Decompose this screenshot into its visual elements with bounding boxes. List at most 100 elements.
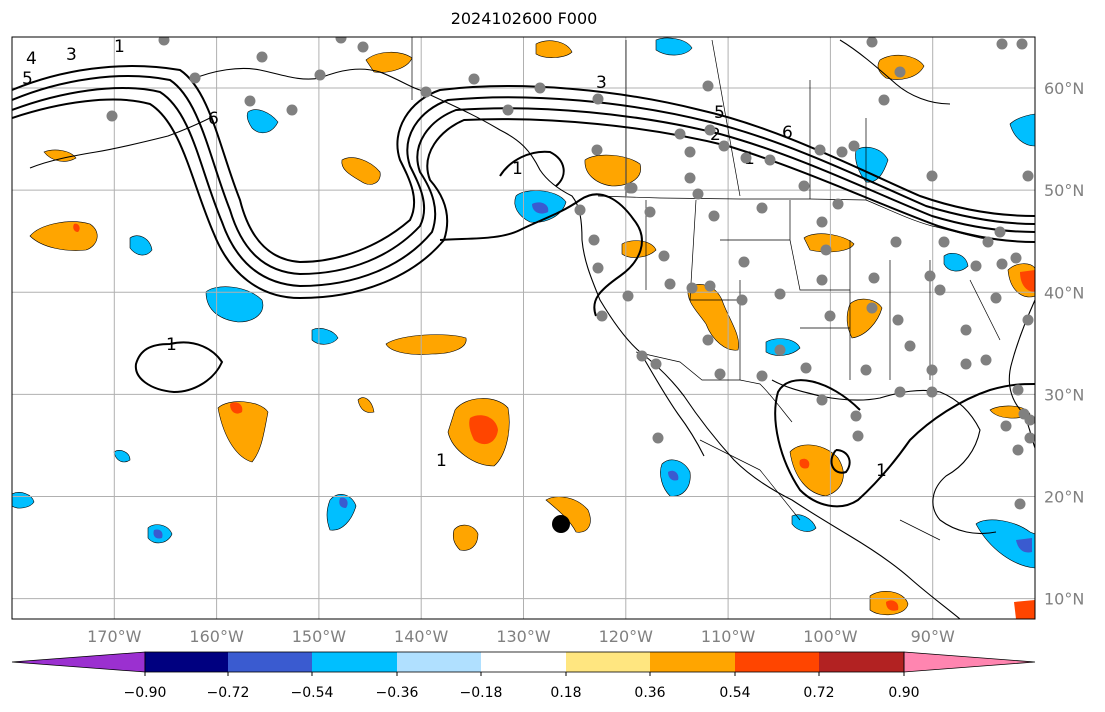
station-dot: [774, 344, 786, 356]
station-dot: [836, 146, 848, 158]
contour-label: 1: [512, 159, 523, 179]
longitude-tick-label: 160°W: [189, 627, 244, 646]
longitude-tick-label: 100°W: [803, 627, 858, 646]
contour-label: 3: [66, 45, 77, 65]
hudson-bay-coast: [839, 39, 951, 105]
latitude-tick-label: 60°N: [1044, 79, 1084, 98]
station-dot: [960, 358, 972, 370]
station-dot: [820, 244, 832, 256]
station-dot: [1010, 252, 1022, 264]
colorbar-tick-label: 0.90: [888, 685, 919, 701]
station-dot: [596, 310, 608, 322]
contour-line: [12, 87, 1035, 288]
negative-anomaly-patch: [326, 494, 357, 531]
colorbar-tick-label: −0.36: [376, 685, 419, 701]
colorbar-segment: [228, 652, 312, 672]
station-dot: [1016, 38, 1028, 50]
colorbar-segment: [481, 652, 566, 672]
station-dot: [658, 250, 670, 262]
positive-anomaly-patch: [217, 401, 269, 463]
negative-anomaly-patch: [113, 450, 131, 463]
contour-label: 6: [782, 123, 793, 143]
colorbar-tick-label: −0.72: [207, 685, 250, 701]
station-dot: [684, 172, 696, 184]
strong-positive-core: [1020, 270, 1035, 292]
contour-label: 5: [714, 103, 725, 123]
station-dot: [996, 258, 1008, 270]
latitude-tick-label: 40°N: [1044, 283, 1084, 302]
station-dot: [816, 274, 828, 286]
station-dot: [106, 110, 118, 122]
station-dot: [926, 364, 938, 376]
contour-labels: 4 3 1 5 6 1 1 3 5 2 6 1 1 1: [22, 37, 887, 481]
contour-label: 2: [710, 125, 721, 145]
contour-label: 3: [596, 73, 607, 93]
contour-line: [830, 449, 851, 474]
station-dot: [189, 72, 201, 84]
contour-label: 1: [114, 37, 125, 57]
station-dot: [674, 128, 686, 140]
latitude-tick-label: 10°N: [1044, 590, 1084, 609]
station-dot: [357, 41, 369, 53]
colorbar-tick-label: 0.72: [803, 685, 834, 701]
map-title: 2024102600 F000: [450, 9, 598, 28]
station-dot: [894, 66, 906, 78]
colorbar-segment: [650, 652, 735, 672]
gridlines: [12, 37, 1035, 619]
station-dot: [684, 146, 696, 158]
us-mexico-border: [635, 351, 793, 423]
station-dot: [866, 302, 878, 314]
station-dot: [1014, 498, 1026, 510]
canada-provinces: [625, 39, 867, 200]
contour-label: 1: [876, 461, 887, 481]
longitude-tick-label: 90°W: [911, 627, 955, 646]
positive-anomaly-patch: [687, 284, 740, 351]
negative-anomaly-patch: [129, 235, 153, 256]
positive-anomaly-patch: [43, 149, 77, 162]
station-dot: [738, 256, 750, 268]
colorbar-segment: [145, 652, 228, 672]
station-dot: [244, 95, 256, 107]
black-dot-marker: [552, 515, 570, 533]
station-dot: [816, 216, 828, 228]
station-dot: [832, 198, 844, 210]
strong-negative-core: [532, 202, 549, 214]
strong-negative-core: [1016, 538, 1032, 553]
colorbar-outline: [144, 651, 905, 673]
station-dot: [702, 334, 714, 346]
station-dot: [800, 362, 812, 374]
station-dot: [924, 270, 936, 282]
latitude-tick-label: 20°N: [1044, 487, 1084, 506]
station-dot: [848, 140, 860, 152]
strong-negative-core: [668, 470, 679, 481]
station-dot: [960, 324, 972, 336]
colorbar-tick-label: −0.54: [291, 685, 334, 701]
colorbar-tick-label: −0.18: [460, 685, 503, 701]
longitude-tick-label: 110°W: [701, 627, 756, 646]
station-dot: [708, 210, 720, 222]
station-dot: [256, 51, 268, 63]
station-dot: [314, 69, 326, 81]
station-dot: [1022, 314, 1034, 326]
us-states: [645, 199, 1001, 380]
station-dot: [866, 37, 878, 48]
station-dot: [718, 140, 730, 152]
positive-anomaly-patch: [545, 496, 591, 533]
positive-anomaly-patch: [357, 397, 375, 413]
station-markers: [106, 37, 1035, 510]
station-dot: [926, 386, 938, 398]
station-dot: [652, 432, 664, 444]
latitude-tick-label: 30°N: [1044, 385, 1084, 404]
station-dot: [335, 37, 347, 44]
contour-line: [774, 379, 1035, 508]
longitude-tick-label: 120°W: [599, 627, 654, 646]
station-dot: [996, 38, 1008, 50]
station-dot: [868, 272, 880, 284]
station-dot: [574, 204, 586, 216]
longitude-tick-label: 150°W: [292, 627, 347, 646]
station-dot: [994, 226, 1006, 238]
positive-anomaly-patch: [341, 157, 381, 185]
colorbar-segment: [397, 652, 481, 672]
station-dot: [626, 182, 638, 194]
station-dot: [286, 104, 298, 116]
